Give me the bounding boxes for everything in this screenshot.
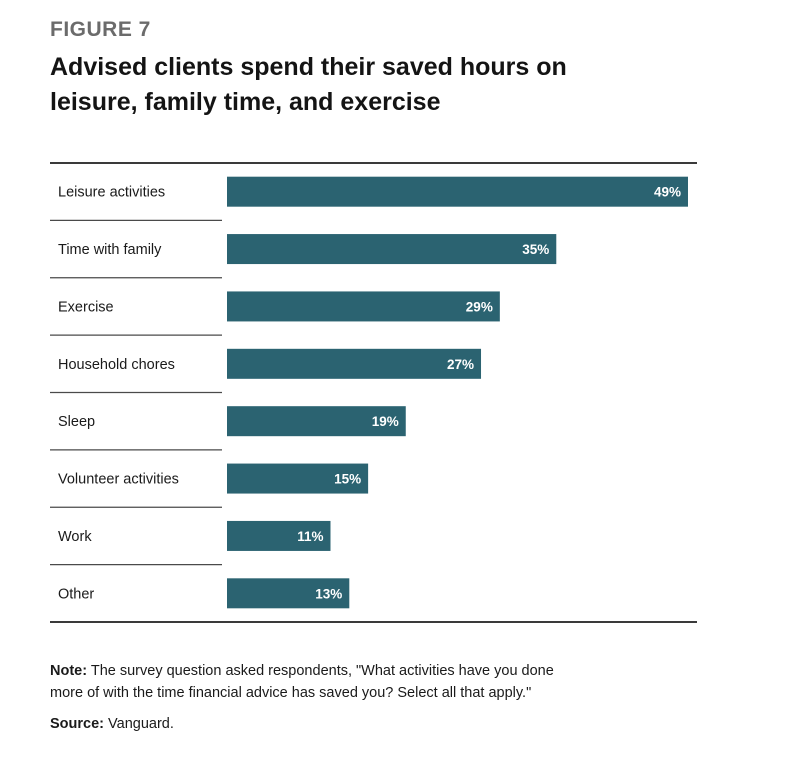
- chart-source: Source: Vanguard.: [50, 716, 174, 732]
- category-label: Sleep: [58, 414, 95, 430]
- bar: [227, 578, 350, 609]
- category-label: Volunteer activities: [58, 472, 179, 488]
- note-line-1: Note: The survey question asked responde…: [50, 660, 750, 682]
- data-label: 49%: [654, 185, 681, 200]
- bar: [227, 291, 500, 322]
- category-label: Leisure activities: [58, 185, 165, 201]
- data-label: 29%: [466, 299, 493, 314]
- category-label: Other: [58, 586, 94, 602]
- bar: [227, 406, 406, 437]
- source-text: Vanguard.: [108, 716, 174, 732]
- note-text-1: The survey question asked respondents, "…: [90, 663, 554, 679]
- note-line-2: more of with the time financial advice h…: [50, 685, 532, 701]
- bar: [227, 176, 688, 207]
- chart-title-line-2: leisure, family time, and exercise: [50, 88, 441, 116]
- chart-note: Note: The survey question asked responde…: [50, 660, 750, 704]
- category-label: Exercise: [58, 299, 114, 315]
- chart-title: Advised clients spend their saved hours …: [50, 50, 730, 120]
- bar: [227, 463, 369, 494]
- bar: [227, 520, 331, 551]
- category-label: Time with family: [58, 242, 162, 258]
- category-label: Work: [58, 529, 92, 545]
- category-label: Household chores: [58, 357, 175, 373]
- source-label: Source:: [50, 716, 104, 732]
- data-label: 27%: [447, 357, 474, 372]
- data-label: 15%: [334, 472, 361, 487]
- data-label: 19%: [372, 414, 399, 429]
- figure-label: FIGURE 7: [50, 18, 151, 41]
- bar: [227, 234, 557, 265]
- chart-title-line-1: Advised clients spend their saved hours …: [50, 53, 567, 81]
- data-label: 11%: [297, 529, 323, 544]
- note-label: Note:: [50, 663, 88, 679]
- data-label: 13%: [315, 586, 342, 601]
- bar: [227, 348, 482, 379]
- bar-chart: Leisure activities 49% Time with family 35%…: [50, 162, 697, 623]
- data-label: 35%: [522, 242, 549, 257]
